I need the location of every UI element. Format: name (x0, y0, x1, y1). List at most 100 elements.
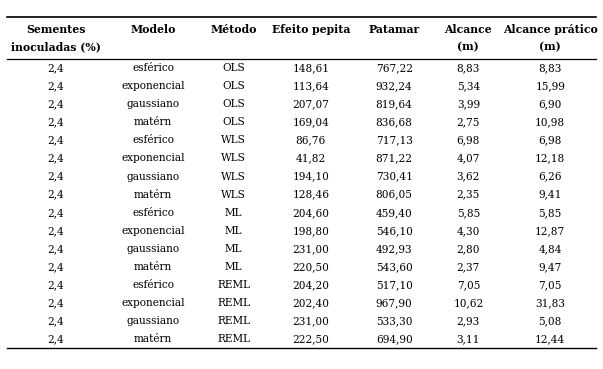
Text: gaussiano: gaussiano (127, 316, 180, 326)
Text: WLS: WLS (221, 190, 246, 200)
Text: REML: REML (217, 334, 250, 344)
Text: exponencial: exponencial (121, 154, 185, 163)
Text: ML: ML (225, 244, 242, 254)
Text: REML: REML (217, 298, 250, 308)
Text: 207,07: 207,07 (292, 99, 329, 109)
Text: 3,11: 3,11 (456, 334, 480, 344)
Text: 9,47: 9,47 (538, 262, 562, 272)
Text: 12,44: 12,44 (535, 334, 566, 344)
Text: 2,4: 2,4 (48, 244, 65, 254)
Text: 6,98: 6,98 (538, 135, 562, 145)
Text: 459,40: 459,40 (376, 208, 412, 218)
Text: 2,4: 2,4 (48, 172, 65, 182)
Text: (m): (m) (539, 41, 561, 52)
Text: WLS: WLS (221, 135, 246, 145)
Text: 2,4: 2,4 (48, 135, 65, 145)
Text: 546,10: 546,10 (376, 226, 412, 236)
Text: 806,05: 806,05 (376, 190, 412, 200)
Text: 2,4: 2,4 (48, 81, 65, 91)
Text: 231,00: 231,00 (292, 244, 329, 254)
Text: 694,90: 694,90 (376, 334, 412, 344)
Text: WLS: WLS (221, 172, 246, 182)
Text: 5,85: 5,85 (456, 208, 480, 218)
Text: WLS: WLS (221, 154, 246, 163)
Text: esférico: esférico (132, 135, 174, 145)
Text: 198,80: 198,80 (292, 226, 329, 236)
Text: (m): (m) (458, 41, 479, 52)
Text: 128,46: 128,46 (292, 190, 329, 200)
Text: 717,13: 717,13 (376, 135, 412, 145)
Text: 543,60: 543,60 (376, 262, 412, 272)
Text: exponencial: exponencial (121, 298, 185, 308)
Text: 836,68: 836,68 (376, 117, 412, 127)
Text: exponencial: exponencial (121, 226, 185, 236)
Text: matérn: matérn (134, 262, 172, 272)
Text: 8,83: 8,83 (538, 63, 562, 73)
Text: ML: ML (225, 208, 242, 218)
Text: 4,84: 4,84 (538, 244, 562, 254)
Text: matérn: matérn (134, 190, 172, 200)
Text: 2,4: 2,4 (48, 226, 65, 236)
Text: 41,82: 41,82 (295, 154, 326, 163)
Text: 204,60: 204,60 (292, 208, 329, 218)
Text: REML: REML (217, 316, 250, 326)
Text: 12,87: 12,87 (535, 226, 566, 236)
Text: 2,4: 2,4 (48, 316, 65, 326)
Text: OLS: OLS (222, 117, 245, 127)
Text: gaussiano: gaussiano (127, 172, 180, 182)
Text: 730,41: 730,41 (376, 172, 412, 182)
Text: 8,83: 8,83 (456, 63, 480, 73)
Text: 2,35: 2,35 (456, 190, 480, 200)
Text: matérn: matérn (134, 117, 172, 127)
Text: OLS: OLS (222, 99, 245, 109)
Text: 7,05: 7,05 (538, 280, 562, 290)
Text: 2,4: 2,4 (48, 190, 65, 200)
Text: 533,30: 533,30 (376, 316, 412, 326)
Text: 517,10: 517,10 (376, 280, 412, 290)
Text: Modelo: Modelo (130, 24, 176, 35)
Text: 10,98: 10,98 (535, 117, 565, 127)
Text: 2,4: 2,4 (48, 63, 65, 73)
Text: 492,93: 492,93 (376, 244, 412, 254)
Text: 113,64: 113,64 (292, 81, 329, 91)
Text: 2,4: 2,4 (48, 280, 65, 290)
Text: 12,18: 12,18 (535, 154, 566, 163)
Text: 2,4: 2,4 (48, 298, 65, 308)
Text: 2,4: 2,4 (48, 117, 65, 127)
Text: gaussiano: gaussiano (127, 99, 180, 109)
Text: esférico: esférico (132, 63, 174, 73)
Text: Efeito pepita: Efeito pepita (271, 24, 350, 35)
Text: matérn: matérn (134, 334, 172, 344)
Text: 3,99: 3,99 (456, 99, 480, 109)
Text: 5,08: 5,08 (538, 316, 562, 326)
Text: 2,80: 2,80 (456, 244, 480, 254)
Text: 220,50: 220,50 (292, 262, 329, 272)
Text: ML: ML (225, 262, 242, 272)
Text: 148,61: 148,61 (292, 63, 329, 73)
Text: 932,24: 932,24 (376, 81, 412, 91)
Text: inoculadas (%): inoculadas (%) (11, 41, 101, 52)
Text: 3,62: 3,62 (456, 172, 480, 182)
Text: OLS: OLS (222, 63, 245, 73)
Text: esférico: esférico (132, 280, 174, 290)
Text: 231,00: 231,00 (292, 316, 329, 326)
Text: 819,64: 819,64 (376, 99, 412, 109)
Text: 10,62: 10,62 (453, 298, 484, 308)
Text: 9,41: 9,41 (538, 190, 562, 200)
Text: exponencial: exponencial (121, 81, 185, 91)
Text: 2,4: 2,4 (48, 262, 65, 272)
Text: 86,76: 86,76 (295, 135, 326, 145)
Text: REML: REML (217, 280, 250, 290)
Text: esférico: esférico (132, 208, 174, 218)
Text: 2,4: 2,4 (48, 208, 65, 218)
Text: Alcance prático: Alcance prático (503, 24, 598, 35)
Text: 194,10: 194,10 (292, 172, 329, 182)
Text: OLS: OLS (222, 81, 245, 91)
Text: 5,85: 5,85 (538, 208, 562, 218)
Text: 2,4: 2,4 (48, 334, 65, 344)
Text: 2,4: 2,4 (48, 99, 65, 109)
Text: Sementes: Sementes (26, 24, 86, 35)
Text: 15,99: 15,99 (535, 81, 565, 91)
Text: 2,75: 2,75 (456, 117, 480, 127)
Text: 871,22: 871,22 (376, 154, 412, 163)
